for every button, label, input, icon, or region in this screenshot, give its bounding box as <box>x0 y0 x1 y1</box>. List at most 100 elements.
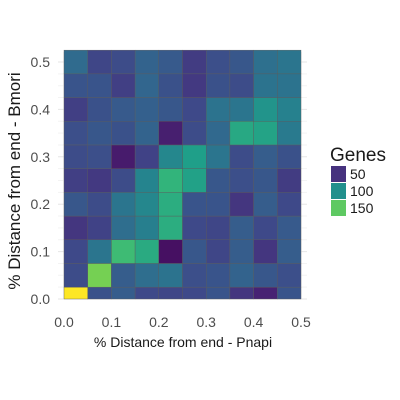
x-tick-label: 0.4 <box>244 314 264 330</box>
y-tick-label: 0.2 <box>31 196 51 212</box>
heatmap-cell <box>64 216 88 240</box>
heatmap-cell <box>277 121 301 145</box>
y-tick-label: 0.0 <box>31 291 51 307</box>
heatmap-cell <box>111 287 135 299</box>
heatmap-cell <box>111 121 135 145</box>
heatmap-cell <box>277 74 301 98</box>
legend-swatch <box>331 200 346 216</box>
heatmap-cell <box>88 240 112 264</box>
x-axis-label: % Distance from end - Pnapi <box>94 334 272 350</box>
y-axis-label: % Distance from end - Bmori <box>5 72 24 289</box>
heatmap-cell <box>206 121 230 145</box>
heatmap-cell <box>111 169 135 193</box>
heatmap-cell <box>64 50 88 74</box>
heatmap-cell <box>159 98 183 122</box>
heatmap-cell <box>159 263 183 287</box>
legend-label: 50 <box>350 166 366 182</box>
heatmap-cell <box>159 287 183 299</box>
heatmap-cell <box>230 50 254 74</box>
heatmap-cell <box>254 50 278 74</box>
heatmap-cell <box>206 216 230 240</box>
heatmap-cell <box>135 98 159 122</box>
heatmap-cell <box>111 216 135 240</box>
legend-swatch <box>331 183 346 199</box>
heatmap-cell <box>230 240 254 264</box>
heatmap-cell <box>111 240 135 264</box>
heatmap-cell <box>64 169 88 193</box>
heatmap-cell <box>230 192 254 216</box>
heatmap-cell <box>135 263 159 287</box>
y-tick-label: 0.3 <box>31 149 51 165</box>
heatmap-cell <box>254 169 278 193</box>
heatmap-cell <box>111 145 135 169</box>
heatmap-cell <box>135 74 159 98</box>
heatmap-cell <box>183 216 207 240</box>
heatmap-cell <box>135 50 159 74</box>
heatmap-cell <box>135 121 159 145</box>
heatmap-cell <box>254 263 278 287</box>
heatmap-cell <box>88 74 112 98</box>
heatmap-cell <box>254 145 278 169</box>
heatmap-cell <box>230 263 254 287</box>
heatmap-cell <box>230 74 254 98</box>
heatmap-cell <box>277 192 301 216</box>
heatmap-cell <box>64 287 88 299</box>
heatmap-cell <box>135 216 159 240</box>
heatmap-cell <box>183 169 207 193</box>
heatmap-cell <box>277 50 301 74</box>
heatmap-cell <box>206 50 230 74</box>
x-tick-label: 0.5 <box>291 314 311 330</box>
legend-label: 150 <box>350 200 374 216</box>
x-tick-label: 0.3 <box>196 314 216 330</box>
y-axis-ticks: 0.0 0.1 0.2 0.3 0.4 0.5 <box>31 54 51 307</box>
heatmap-cell <box>277 263 301 287</box>
heatmap-cell <box>64 74 88 98</box>
heatmap-cell <box>88 192 112 216</box>
heatmap-cell <box>88 98 112 122</box>
heatmap-cell <box>183 98 207 122</box>
heatmap-cell <box>183 263 207 287</box>
heatmap-cell <box>206 263 230 287</box>
heatmap-cell <box>135 192 159 216</box>
heatmap-cell <box>230 145 254 169</box>
heatmap-cell <box>135 169 159 193</box>
heatmap-cell <box>254 287 278 299</box>
heatmap-cell <box>183 121 207 145</box>
heatmap-cell <box>159 216 183 240</box>
heatmap-cell <box>88 287 112 299</box>
heatmap-cell <box>135 240 159 264</box>
heatmap-cell <box>254 192 278 216</box>
heatmap-cell <box>206 74 230 98</box>
heatmap-cell <box>183 145 207 169</box>
heatmap-cell <box>64 192 88 216</box>
legend-label: 100 <box>350 183 374 199</box>
heatmap-cell <box>159 192 183 216</box>
heatmap-cell <box>254 121 278 145</box>
heatmap-cell <box>230 169 254 193</box>
heatmap-cell <box>230 121 254 145</box>
heatmap-cell <box>206 145 230 169</box>
heatmap-cell <box>183 50 207 74</box>
heatmap-cell <box>64 263 88 287</box>
heatmap-cell <box>183 74 207 98</box>
heatmap-cell <box>159 169 183 193</box>
heatmap-cell <box>111 98 135 122</box>
heatmap-cell <box>206 287 230 299</box>
heatmap-cell <box>230 287 254 299</box>
heatmap-cell <box>64 240 88 264</box>
heatmap-cell <box>88 145 112 169</box>
heatmap-cell <box>111 74 135 98</box>
heatmap-cells <box>64 50 301 299</box>
heatmap-cell <box>159 145 183 169</box>
heatmap-cell <box>88 263 112 287</box>
heatmap-cell <box>254 240 278 264</box>
heatmap-cell <box>206 98 230 122</box>
heatmap-cell <box>159 121 183 145</box>
y-tick-label: 0.1 <box>31 244 51 260</box>
heatmap-cell <box>230 216 254 240</box>
heatmap-cell <box>277 287 301 299</box>
heatmap-cell <box>230 98 254 122</box>
heatmap-cell <box>277 145 301 169</box>
x-tick-label: 0.1 <box>102 314 122 330</box>
